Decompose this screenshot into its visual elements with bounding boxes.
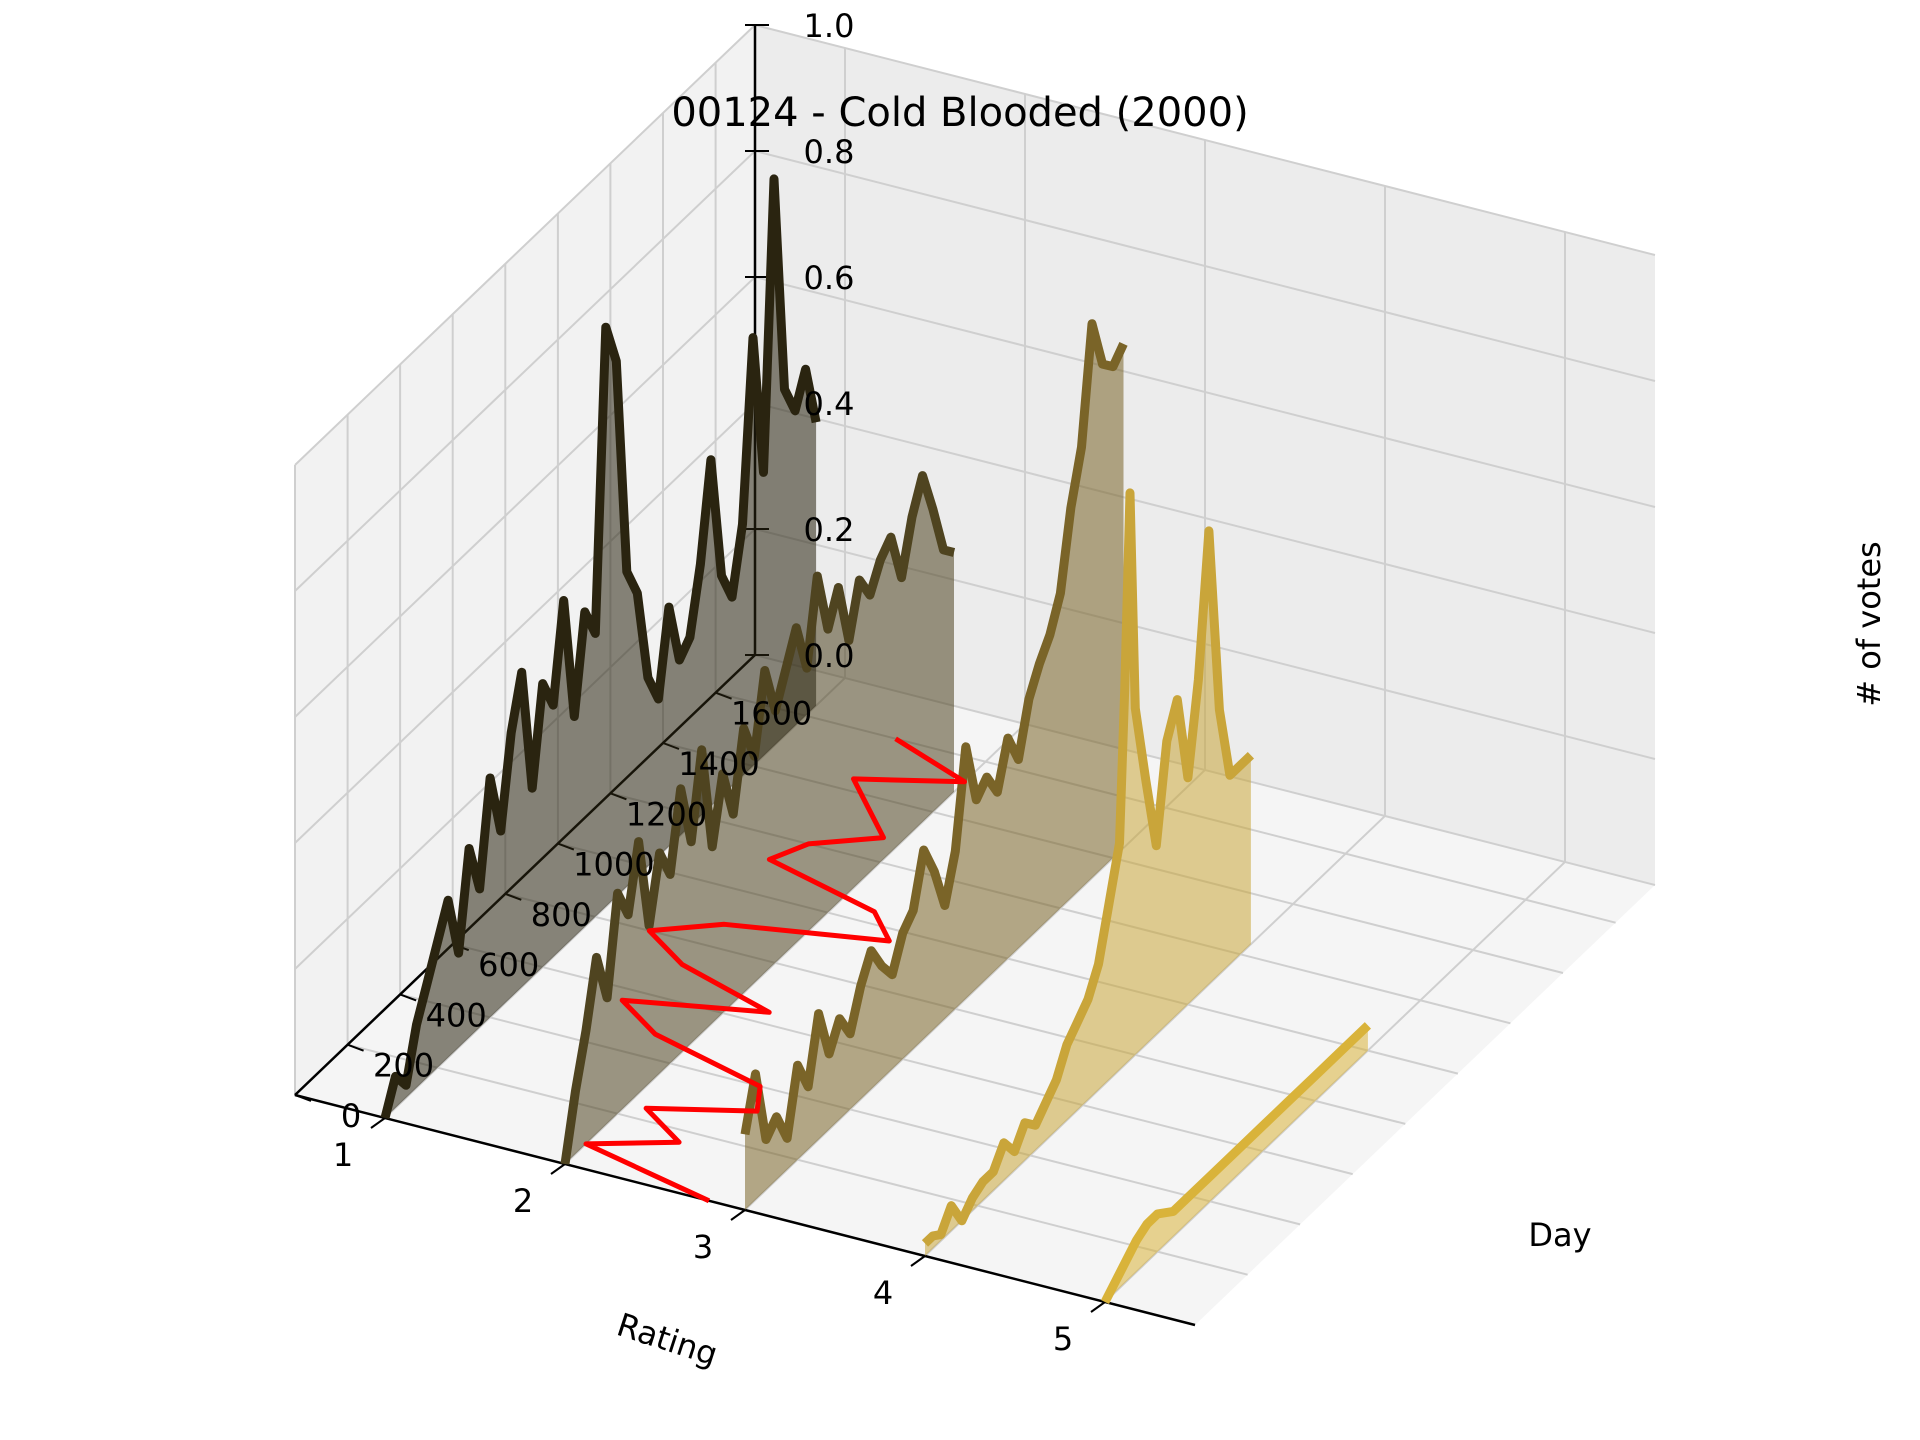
day-tick: [399, 993, 417, 1002]
series-line-rating-2: [560, 471, 956, 1165]
day-tick-label: 0: [341, 1097, 361, 1135]
rating-tick: [1090, 1301, 1106, 1313]
rating-tick: [910, 1255, 926, 1267]
rating-tick-label: 2: [513, 1182, 533, 1220]
tick-labels: 5 4 3 2 10 200 400 600 800 1000 1200 1400 1600 0.0 0.2…: [333, 7, 1073, 1358]
day-tick-label: 600: [478, 946, 539, 984]
day-tick-label: 1000: [573, 846, 654, 884]
day-tick-label: 1600: [731, 695, 812, 733]
z-axis-label: # of votes: [1850, 541, 1888, 706]
votes-tick-label: 0.6: [804, 259, 855, 297]
series-lines: [380, 174, 1372, 1305]
day-tick-label: 200: [373, 1047, 434, 1085]
votes-tick-label: 0.8: [804, 133, 855, 171]
series-line-rating-4: [921, 488, 1255, 1247]
series-fill-rating-1: [385, 178, 817, 1118]
day-tick-label: 1400: [678, 745, 759, 783]
axis-panes: [295, 25, 1655, 1325]
votes-tick-label: 0.0: [804, 637, 855, 675]
series-line-rating-3: [740, 319, 1128, 1144]
series-fill-rating-4: [925, 492, 1251, 1256]
series-fill-rating-2: [565, 475, 954, 1165]
day-tick-label: 800: [531, 896, 592, 934]
votes-tick-label: 0.2: [804, 511, 855, 549]
rating-tick: [370, 1117, 386, 1129]
series-line-rating-1: [380, 174, 821, 1120]
day-tick-label: 400: [426, 996, 487, 1034]
day-tick: [347, 1043, 364, 1052]
day-tick-label: 1200: [626, 795, 707, 833]
left-pane: [295, 25, 755, 1095]
votes-tick-label: 0.4: [804, 385, 855, 423]
rating-tick-label: 4: [873, 1274, 893, 1312]
rating-tick-label: 3: [693, 1228, 713, 1266]
series-fill-rating-5: [1105, 1025, 1368, 1302]
mean-trace-line: [583, 736, 967, 1204]
x-axis-label: Rating: [612, 1306, 722, 1374]
y-axis-label: Day: [1528, 1216, 1591, 1254]
series-line-rating-5: [1100, 1022, 1372, 1305]
votes-tick-label: 1.0: [804, 7, 855, 45]
rating-tick: [730, 1209, 746, 1221]
mean-trace: [583, 736, 967, 1204]
rating-tick-label: 5: [1053, 1320, 1073, 1358]
rating-tick: [550, 1163, 566, 1175]
day-tick: [294, 1094, 312, 1102]
rating-tick-label: 1: [333, 1136, 353, 1174]
rating-grid-line: [924, 186, 1386, 1257]
chart-title: 00124 - Cold Blooded (2000): [671, 90, 1248, 136]
